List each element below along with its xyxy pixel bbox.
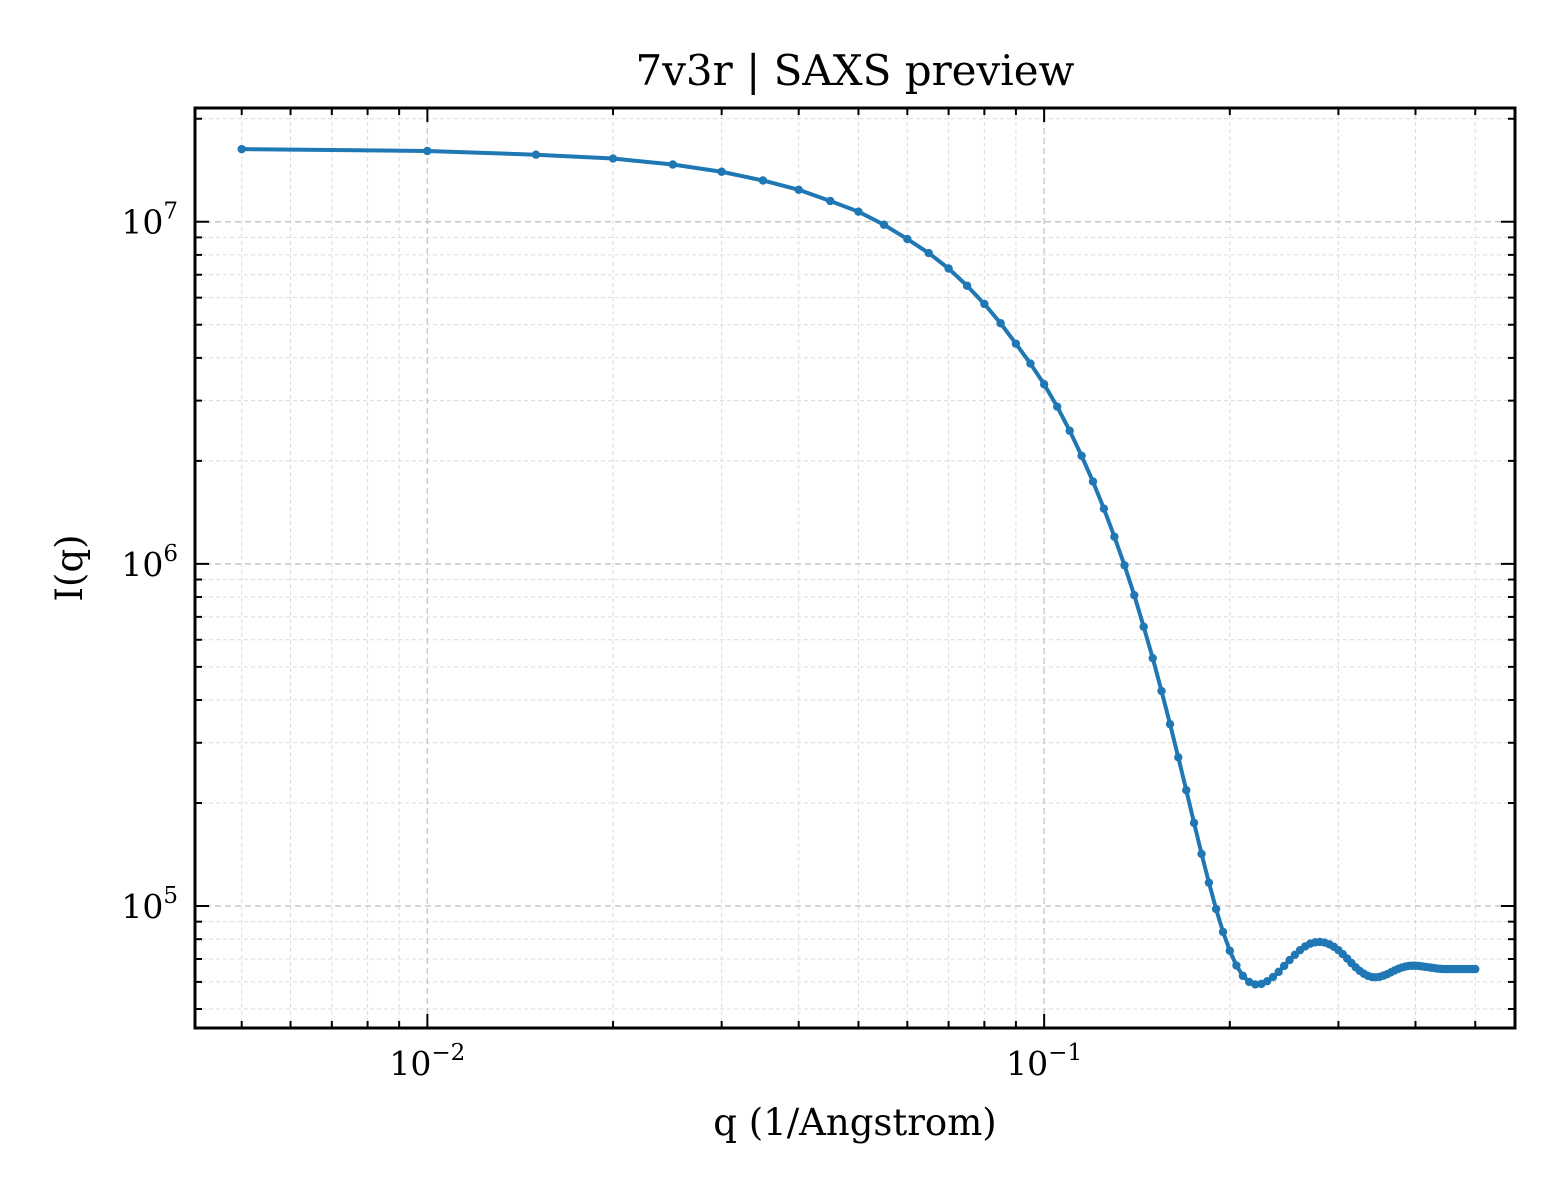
- data-point: [1204, 878, 1214, 887]
- data-point: [1274, 967, 1283, 977]
- data-point: [962, 281, 972, 290]
- data-point: [854, 207, 863, 216]
- data-point: [1279, 961, 1289, 971]
- data-point: [1026, 359, 1035, 368]
- y-tick-label: 106: [121, 541, 178, 584]
- data-point: [944, 264, 953, 273]
- data-point: [826, 196, 835, 206]
- data-point: [668, 160, 678, 169]
- data-point: [1268, 972, 1278, 982]
- data-point: [1099, 504, 1109, 513]
- data-point: [1211, 904, 1221, 914]
- series-layer: [237, 144, 1480, 989]
- data-point: [1139, 622, 1148, 631]
- data-point: [1039, 380, 1049, 389]
- data-point: [1251, 980, 1260, 989]
- data-point: [1232, 961, 1241, 970]
- data-point: [1148, 654, 1157, 663]
- data-point: [1182, 786, 1191, 795]
- data-point: [1165, 719, 1175, 729]
- plot-frame: [193, 106, 1517, 1030]
- data-point: [1189, 818, 1199, 828]
- data-point: [1120, 561, 1129, 570]
- y-axis-label: I(q): [48, 534, 91, 601]
- data-point: [1218, 927, 1228, 937]
- data-point: [980, 299, 989, 309]
- data-point: [879, 220, 889, 229]
- data-point: [531, 150, 541, 159]
- data-point: [903, 234, 912, 244]
- data-point: [758, 176, 768, 185]
- data-point: [1130, 590, 1139, 600]
- minor-grid: [195, 108, 1515, 1028]
- data-point: [237, 144, 246, 154]
- data-point: [1225, 946, 1235, 955]
- data-point: [423, 146, 432, 156]
- chart-title: 7v3r | SAXS preview: [635, 46, 1074, 95]
- x-tick-label: 10−2: [389, 1040, 465, 1083]
- axis-tick-labels: 10−2 10−1 105 106 107: [121, 199, 1082, 1083]
- data-point: [1174, 753, 1183, 762]
- y-tick-label: 107: [121, 199, 178, 242]
- data-point: [1110, 532, 1119, 541]
- data-point: [1471, 964, 1480, 974]
- axis-ticks: [195, 108, 1515, 1028]
- data-point: [1197, 849, 1206, 859]
- data-point: [1011, 339, 1021, 348]
- data-point: [1053, 402, 1062, 411]
- major-grid: [195, 108, 1515, 1028]
- y-tick-label: 105: [121, 883, 178, 926]
- data-point: [608, 154, 618, 163]
- data-point: [996, 319, 1005, 328]
- data-point: [1238, 971, 1248, 981]
- data-point: [924, 248, 933, 258]
- data-point: [1088, 477, 1098, 486]
- data-point: [1077, 451, 1086, 460]
- x-axis-label: q (1/Angstrom): [713, 1101, 996, 1144]
- x-tick-label: 10−1: [1006, 1040, 1082, 1083]
- data-point: [794, 185, 803, 194]
- data-point: [1157, 686, 1166, 696]
- data-point: [717, 167, 726, 176]
- data-point: [1065, 426, 1074, 435]
- data-point: [1285, 955, 1294, 965]
